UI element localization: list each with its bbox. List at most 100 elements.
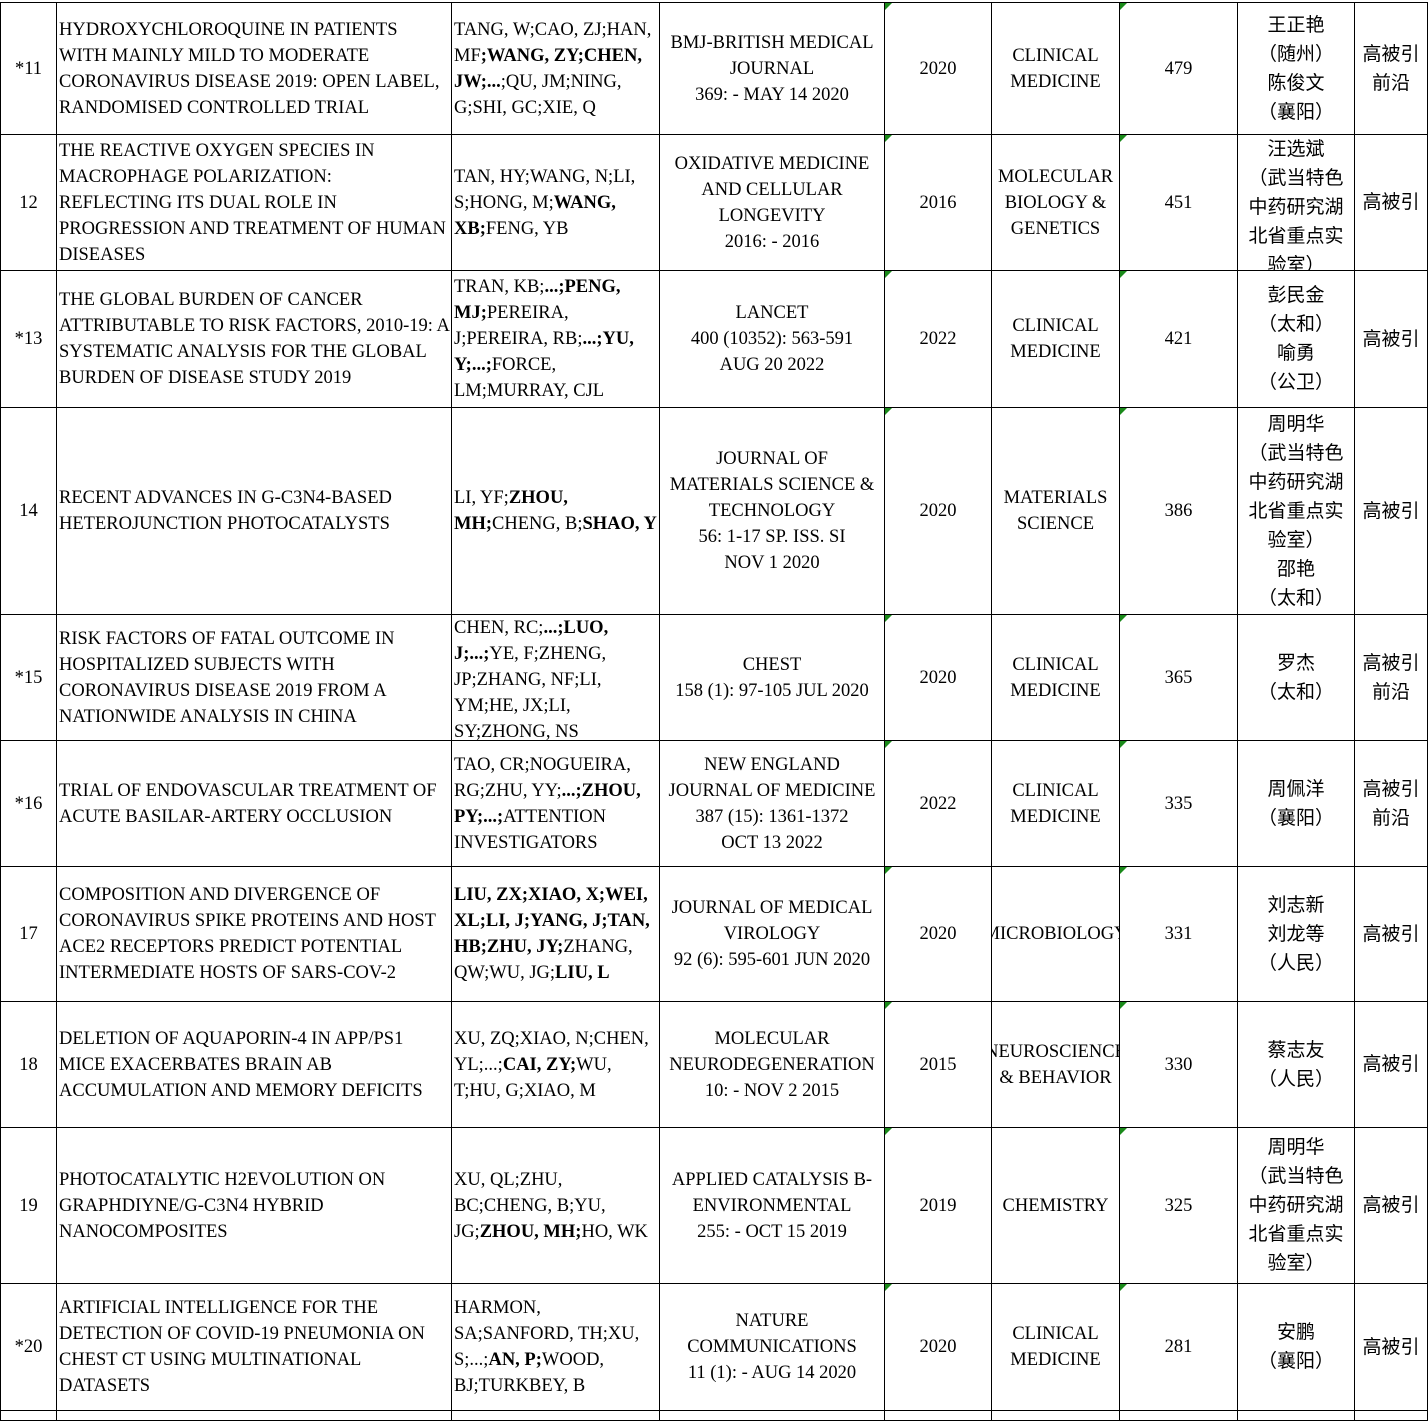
tag-cell[interactable]: 高被引 前沿 bbox=[1355, 3, 1428, 135]
citations-cell[interactable]: 325 bbox=[1120, 1128, 1238, 1284]
empty-cell[interactable] bbox=[57, 1411, 452, 1421]
empty-cell[interactable] bbox=[885, 1411, 992, 1421]
journal-cell[interactable]: OXIDATIVE MEDICINE AND CELLULAR LONGEVIT… bbox=[660, 135, 885, 271]
citations-cell[interactable]: 479 bbox=[1120, 3, 1238, 135]
empty-cell[interactable] bbox=[1355, 1411, 1428, 1421]
empty-cell[interactable] bbox=[1238, 1411, 1355, 1421]
rank-cell[interactable]: 17 bbox=[0, 867, 57, 1002]
rank-cell[interactable]: 14 bbox=[0, 408, 57, 615]
title-cell[interactable]: ARTIFICIAL INTELLIGENCE FOR THE DETECTIO… bbox=[57, 1284, 452, 1411]
journal-cell[interactable]: APPLIED CATALYSIS B-ENVIRONMENTAL 255: -… bbox=[660, 1128, 885, 1284]
journal-cell[interactable]: BMJ-BRITISH MEDICAL JOURNAL 369: - MAY 1… bbox=[660, 3, 885, 135]
rank-cell[interactable]: 19 bbox=[0, 1128, 57, 1284]
tag-cell[interactable]: 高被引 bbox=[1355, 1128, 1428, 1284]
title-cell[interactable]: COMPOSITION AND DIVERGENCE OF CORONAVIRU… bbox=[57, 867, 452, 1002]
citations-cell[interactable]: 335 bbox=[1120, 741, 1238, 867]
citations-cell[interactable]: 451 bbox=[1120, 135, 1238, 271]
field-cell[interactable]: MATERIALS SCIENCE bbox=[992, 408, 1120, 615]
authors-cell[interactable]: CHEN, RC;...;LUO, J;...;YE, F;ZHENG, JP;… bbox=[452, 615, 660, 741]
year-cell[interactable]: 2022 bbox=[885, 271, 992, 408]
authors-cell[interactable]: TAN, HY;WANG, N;LI, S;HONG, M;WANG, XB;F… bbox=[452, 135, 660, 271]
title-cell[interactable]: HYDROXYCHLOROQUINE IN PATIENTS WITH MAIN… bbox=[57, 3, 452, 135]
rank-cell[interactable]: 18 bbox=[0, 1002, 57, 1128]
citations-cell[interactable]: 331 bbox=[1120, 867, 1238, 1002]
authors-cell[interactable]: TRAN, KB;...;PENG, MJ;PEREIRA, J;PEREIRA… bbox=[452, 271, 660, 408]
journal-cell[interactable]: MOLECULAR NEURODEGENERATION 10: - NOV 2 … bbox=[660, 1002, 885, 1128]
tag-cell[interactable]: 高被引 bbox=[1355, 408, 1428, 615]
tag-cell[interactable]: 高被引 bbox=[1355, 135, 1428, 271]
year-cell[interactable]: 2020 bbox=[885, 408, 992, 615]
title-cell[interactable]: RECENT ADVANCES IN G-C3N4-BASED HETEROJU… bbox=[57, 408, 452, 615]
empty-cell[interactable] bbox=[0, 1411, 57, 1421]
field-cell[interactable]: CLINICAL MEDICINE bbox=[992, 3, 1120, 135]
field-cell[interactable]: CLINICAL MEDICINE bbox=[992, 615, 1120, 741]
authors-cell[interactable]: TANG, W;CAO, ZJ;HAN, MF;WANG, ZY;CHEN, J… bbox=[452, 3, 660, 135]
citations-cell[interactable]: 281 bbox=[1120, 1284, 1238, 1411]
title-cell[interactable]: PHOTOCATALYTIC H2EVOLUTION ON GRAPHDIYNE… bbox=[57, 1128, 452, 1284]
rank-cell[interactable]: *13 bbox=[0, 271, 57, 408]
field-cell[interactable]: CHEMISTRY bbox=[992, 1128, 1120, 1284]
tag-cell[interactable]: 高被引 前沿 bbox=[1355, 615, 1428, 741]
field-cell[interactable]: CLINICAL MEDICINE bbox=[992, 271, 1120, 408]
empty-cell[interactable] bbox=[452, 1411, 660, 1421]
title-cell[interactable]: TRIAL OF ENDOVASCULAR TREATMENT OF ACUTE… bbox=[57, 741, 452, 867]
rank-cell[interactable]: 12 bbox=[0, 135, 57, 271]
year-cell[interactable]: 2020 bbox=[885, 615, 992, 741]
authors-cell[interactable]: HARMON, SA;SANFORD, TH;XU, S;...;AN, P;W… bbox=[452, 1284, 660, 1411]
tag-cell[interactable]: 高被引 前沿 bbox=[1355, 741, 1428, 867]
authors-cell[interactable]: LI, YF;ZHOU, MH;CHENG, B;SHAO, Y bbox=[452, 408, 660, 615]
empty-cell[interactable] bbox=[992, 1411, 1120, 1421]
journal-cell[interactable]: LANCET 400 (10352): 563-591 AUG 20 2022 bbox=[660, 271, 885, 408]
rank-cell[interactable]: *11 bbox=[0, 3, 57, 135]
people-cell[interactable]: 蔡志友 （人民） bbox=[1238, 1002, 1355, 1128]
year-cell[interactable]: 2015 bbox=[885, 1002, 992, 1128]
people-cell[interactable]: 王正艳 （随州） 陈俊文 （襄阳） bbox=[1238, 3, 1355, 135]
year-cell[interactable]: 2020 bbox=[885, 1284, 992, 1411]
citations-cell[interactable]: 386 bbox=[1120, 408, 1238, 615]
journal-cell[interactable]: JOURNAL OF MATERIALS SCIENCE & TECHNOLOG… bbox=[660, 408, 885, 615]
journal-cell[interactable]: JOURNAL OF MEDICAL VIROLOGY 92 (6): 595-… bbox=[660, 867, 885, 1002]
journal-cell[interactable]: CHEST 158 (1): 97-105 JUL 2020 bbox=[660, 615, 885, 741]
tag-cell[interactable]: 高被引 bbox=[1355, 1002, 1428, 1128]
authors-cell[interactable]: TAO, CR;NOGUEIRA, RG;ZHU, YY;...;ZHOU, P… bbox=[452, 741, 660, 867]
title-cell[interactable]: THE REACTIVE OXYGEN SPECIES IN MACROPHAG… bbox=[57, 135, 452, 271]
people-cell[interactable]: 罗杰 （太和） bbox=[1238, 615, 1355, 741]
people-cell[interactable]: 彭民金 （太和） 喻勇 （公卫） bbox=[1238, 271, 1355, 408]
rank-cell[interactable]: *20 bbox=[0, 1284, 57, 1411]
people-cell[interactable]: 安鹏 （襄阳） bbox=[1238, 1284, 1355, 1411]
people-cell[interactable]: 汪选斌 （武当特色中药研究湖北省重点实验室） bbox=[1238, 135, 1355, 271]
authors-cell[interactable]: LIU, ZX;XIAO, X;WEI, XL;LI, J;YANG, J;TA… bbox=[452, 867, 660, 1002]
people-cell[interactable]: 周佩洋 （襄阳） bbox=[1238, 741, 1355, 867]
year-cell[interactable]: 2020 bbox=[885, 867, 992, 1002]
field-cell[interactable]: CLINICAL MEDICINE bbox=[992, 1284, 1120, 1411]
title-cell[interactable]: THE GLOBAL BURDEN OF CANCER ATTRIBUTABLE… bbox=[57, 271, 452, 408]
empty-cell[interactable] bbox=[660, 1411, 885, 1421]
field-cell[interactable]: MICROBIOLOGY bbox=[992, 867, 1120, 1002]
tag-cell[interactable]: 高被引 bbox=[1355, 867, 1428, 1002]
rank-cell[interactable]: *16 bbox=[0, 741, 57, 867]
year-cell[interactable]: 2020 bbox=[885, 3, 992, 135]
tag-cell[interactable]: 高被引 bbox=[1355, 1284, 1428, 1411]
citations-cell[interactable]: 365 bbox=[1120, 615, 1238, 741]
people-cell[interactable]: 周明华 （武当特色中药研究湖北省重点实验室） bbox=[1238, 1128, 1355, 1284]
people-cell[interactable]: 周明华 （武当特色中药研究湖北省重点实验室） 邵艳 （太和） bbox=[1238, 408, 1355, 615]
people-cell[interactable]: 刘志新 刘龙等 （人民） bbox=[1238, 867, 1355, 1002]
field-cell[interactable]: NEUROSCIENCE & BEHAVIOR bbox=[992, 1002, 1120, 1128]
rank-cell[interactable]: *15 bbox=[0, 615, 57, 741]
journal-cell[interactable]: NEW ENGLAND JOURNAL OF MEDICINE 387 (15)… bbox=[660, 741, 885, 867]
field-cell[interactable]: CLINICAL MEDICINE bbox=[992, 741, 1120, 867]
authors-cell[interactable]: XU, QL;ZHU, BC;CHENG, B;YU, JG;ZHOU, MH;… bbox=[452, 1128, 660, 1284]
citations-cell[interactable]: 421 bbox=[1120, 271, 1238, 408]
field-cell-text: CHEMISTRY bbox=[1002, 1195, 1109, 1216]
authors-cell[interactable]: XU, ZQ;XIAO, N;CHEN, YL;...;CAI, ZY;WU, … bbox=[452, 1002, 660, 1128]
citations-cell[interactable]: 330 bbox=[1120, 1002, 1238, 1128]
title-cell[interactable]: RISK FACTORS OF FATAL OUTCOME IN HOSPITA… bbox=[57, 615, 452, 741]
year-cell[interactable]: 2022 bbox=[885, 741, 992, 867]
title-cell[interactable]: DELETION OF AQUAPORIN-4 IN APP/PS1 MICE … bbox=[57, 1002, 452, 1128]
year-cell[interactable]: 2019 bbox=[885, 1128, 992, 1284]
journal-cell[interactable]: NATURE COMMUNICATIONS 11 (1): - AUG 14 2… bbox=[660, 1284, 885, 1411]
field-cell[interactable]: MOLECULAR BIOLOGY & GENETICS bbox=[992, 135, 1120, 271]
tag-cell[interactable]: 高被引 bbox=[1355, 271, 1428, 408]
year-cell[interactable]: 2016 bbox=[885, 135, 992, 271]
empty-cell[interactable] bbox=[1120, 1411, 1238, 1421]
